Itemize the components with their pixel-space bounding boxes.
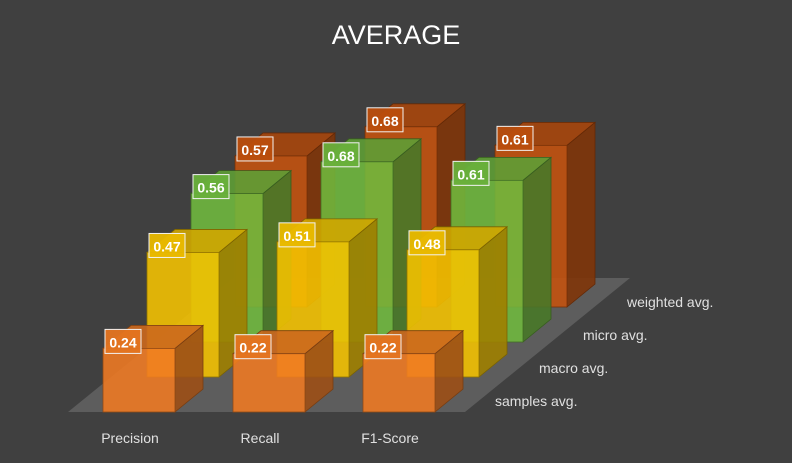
data-label-text: 0.22 bbox=[369, 340, 396, 356]
data-label-samples-avg-recall: 0.22 bbox=[234, 334, 272, 360]
bars-group: 0.57 0.68 0.61 0.56 0.68 0.61 0.47 0.51 0.48 0.24… bbox=[101, 102, 597, 413]
data-label-text: 0.61 bbox=[501, 131, 528, 147]
data-label-box bbox=[192, 174, 230, 200]
bar-macro-avg-f1-score-side bbox=[478, 225, 508, 378]
data-label-weighted-avg-f1-score: 0.61 bbox=[496, 125, 534, 151]
bar-weighted-avg-f1-score-side bbox=[566, 121, 596, 308]
data-label-text: 0.48 bbox=[413, 236, 440, 252]
data-label-box bbox=[322, 142, 360, 168]
data-label-box bbox=[364, 334, 402, 360]
bar-samples-avg-f1-score-front bbox=[362, 353, 436, 413]
bar-micro-avg-f1-score-side bbox=[522, 156, 552, 343]
bar-samples-avg-precision-front bbox=[102, 347, 176, 413]
data-label-box bbox=[496, 125, 534, 151]
data-label-text: 0.24 bbox=[109, 334, 136, 350]
data-label-box bbox=[148, 232, 186, 258]
data-label-weighted-avg-precision: 0.57 bbox=[236, 136, 274, 162]
bar-samples-avg-recall-front bbox=[232, 353, 306, 413]
data-label-box bbox=[366, 107, 404, 133]
series-axis-labels: samples avg. macro avg. micro avg. weighted… bbox=[495, 294, 713, 409]
data-label-samples-avg-precision: 0.24 bbox=[104, 328, 142, 354]
data-label-box bbox=[278, 222, 316, 248]
series-label-samples-avg: samples avg. bbox=[495, 393, 577, 409]
data-label-box bbox=[452, 160, 490, 186]
data-label-macro-avg-precision: 0.47 bbox=[148, 232, 186, 258]
data-label-text: 0.57 bbox=[241, 142, 268, 158]
series-label-micro-avg: micro avg. bbox=[583, 327, 648, 343]
category-labels: Precision Recall F1-Score bbox=[101, 430, 419, 446]
series-label-weighted-avg: weighted avg. bbox=[626, 294, 713, 310]
chart-title: AVERAGE bbox=[332, 20, 461, 50]
data-label-text: 0.56 bbox=[197, 180, 224, 196]
data-label-text: 0.47 bbox=[153, 238, 180, 254]
data-label-macro-avg-recall: 0.51 bbox=[278, 222, 316, 248]
data-label-text: 0.22 bbox=[239, 340, 266, 356]
data-label-box bbox=[236, 136, 274, 162]
category-label-precision: Precision bbox=[101, 430, 159, 446]
data-label-macro-avg-f1-score: 0.48 bbox=[408, 230, 446, 256]
data-label-box bbox=[234, 334, 272, 360]
series-label-macro-avg: macro avg. bbox=[539, 360, 608, 376]
data-label-text: 0.61 bbox=[457, 166, 484, 182]
category-label-f1-score: F1-Score bbox=[361, 430, 419, 446]
data-label-box bbox=[104, 328, 142, 354]
data-label-weighted-avg-recall: 0.68 bbox=[366, 107, 404, 133]
data-label-micro-avg-recall: 0.68 bbox=[322, 142, 360, 168]
category-label-recall: Recall bbox=[241, 430, 280, 446]
data-label-micro-avg-f1-score: 0.61 bbox=[452, 160, 490, 186]
data-label-text: 0.51 bbox=[283, 228, 310, 244]
data-label-box bbox=[408, 230, 446, 256]
data-label-text: 0.68 bbox=[371, 113, 398, 129]
data-label-text: 0.68 bbox=[327, 148, 354, 164]
data-label-micro-avg-precision: 0.56 bbox=[192, 174, 230, 200]
data-label-samples-avg-f1-score: 0.22 bbox=[364, 334, 402, 360]
